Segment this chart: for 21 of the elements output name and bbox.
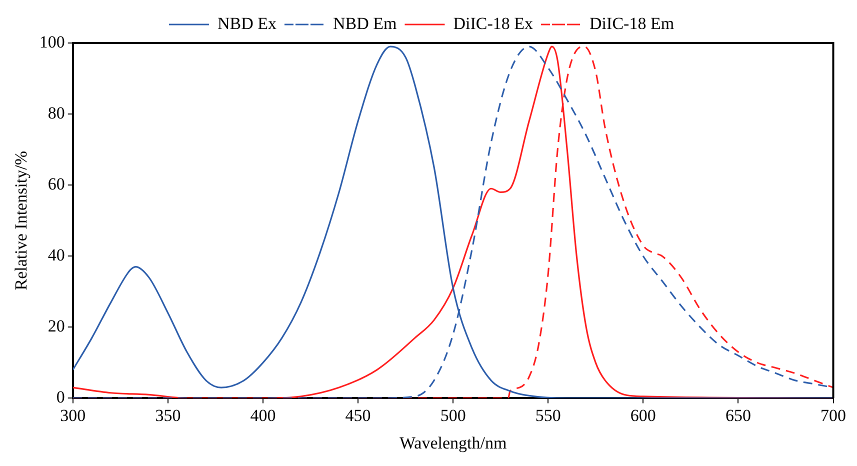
x-tick-label: 500	[440, 406, 466, 425]
x-tick-label: 450	[345, 406, 371, 425]
legend-label: DiIC-18 Ex	[453, 14, 534, 33]
x-tick-label: 600	[630, 406, 656, 425]
x-tick-label: 400	[250, 406, 276, 425]
x-tick-label: 650	[725, 406, 751, 425]
y-tick-label: 60	[48, 174, 65, 194]
y-tick-label: 0	[56, 388, 65, 407]
x-tick-label: 350	[155, 406, 181, 425]
legend-label: DiIC-18 Em	[590, 14, 674, 33]
y-tick-label: 40	[48, 246, 65, 265]
x-tick-label: 700	[820, 406, 846, 425]
x-tick-label: 300	[60, 406, 86, 425]
legend-label: NBD Ex	[217, 14, 277, 33]
x-axis-title: Wavelength/nm	[399, 433, 507, 452]
y-tick-label: 20	[48, 316, 65, 336]
y-tick-label: 80	[48, 104, 65, 123]
y-tick-label: 100	[39, 32, 65, 52]
x-tick-label: 550	[535, 406, 561, 425]
y-axis-title: Relative Intensity/%	[12, 150, 31, 290]
legend-label: NBD Em	[332, 14, 397, 33]
